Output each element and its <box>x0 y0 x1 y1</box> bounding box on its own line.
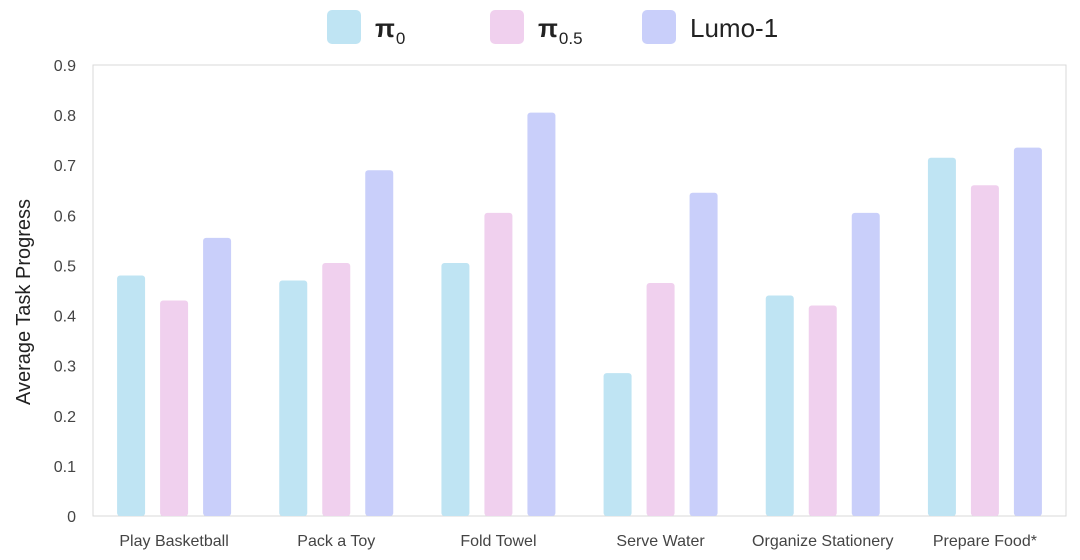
y-tick-label: 0.3 <box>54 359 76 376</box>
x-tick-label: Serve Water <box>616 533 705 550</box>
y-tick-label: 0.7 <box>54 158 76 175</box>
plot-area-frame <box>92 64 1067 517</box>
bar-serve-water-series-1 <box>646 282 675 516</box>
x-tick-label: Fold Towel <box>460 533 536 550</box>
bar-prepare-food--series-0 <box>927 157 956 516</box>
bar-fold-towel-series-0 <box>441 262 470 516</box>
bar-prepare-food--series-2 <box>1013 147 1042 516</box>
y-tick-label: 0 <box>67 509 76 526</box>
bar-prepare-food--series-1 <box>970 185 999 516</box>
bar-pack-a-toy-series-1 <box>322 262 351 516</box>
legend-label: π0.5 <box>538 13 583 48</box>
legend: π0 π0.5 Lumo-1 <box>327 10 778 48</box>
bar-fold-towel-series-1 <box>484 212 513 517</box>
x-axis-ticks: Play Basketball Pack a Toy Fold Towel Serve… <box>119 533 1037 550</box>
legend-label: Lumo-1 <box>690 13 778 43</box>
bar-organize-stationery-series-2 <box>851 212 880 517</box>
y-axis-label: Average Task Progress <box>13 199 35 405</box>
x-tick-label: Pack a Toy <box>297 533 375 550</box>
y-tick-label: 0.2 <box>54 409 76 426</box>
y-tick-label: 0.6 <box>54 208 76 225</box>
y-tick-label: 0.9 <box>54 58 76 75</box>
bar-pack-a-toy-series-2 <box>365 170 394 516</box>
bar-play-basketball-series-0 <box>117 275 146 516</box>
bar-serve-water-series-2 <box>689 192 718 517</box>
y-tick-label: 0.1 <box>54 459 76 476</box>
legend-swatch <box>490 10 524 44</box>
y-tick-label: 0.4 <box>54 309 76 326</box>
bar-serve-water-series-0 <box>603 373 632 516</box>
bar-organize-stationery-series-1 <box>808 305 837 516</box>
y-tick-label: 0.5 <box>54 258 76 275</box>
y-tick-label: 0.8 <box>54 108 76 125</box>
y-axis-ticks: 0 0.1 0.2 0.3 0.4 0.5 0.6 0.7 0.8 0.9 <box>54 58 76 526</box>
bar-play-basketball-series-2 <box>203 237 232 516</box>
bar-pack-a-toy-series-0 <box>279 280 308 516</box>
legend-swatch <box>327 10 361 44</box>
x-tick-label: Play Basketball <box>119 533 228 550</box>
legend-swatch <box>642 10 676 44</box>
x-tick-label: Prepare Food* <box>933 533 1037 550</box>
bar-play-basketball-series-1 <box>160 300 189 516</box>
bars <box>117 112 1042 517</box>
x-tick-label: Organize Stationery <box>752 533 893 550</box>
legend-label: π0 <box>375 13 405 48</box>
bar-organize-stationery-series-0 <box>765 295 794 516</box>
bar-fold-towel-series-2 <box>527 112 556 516</box>
